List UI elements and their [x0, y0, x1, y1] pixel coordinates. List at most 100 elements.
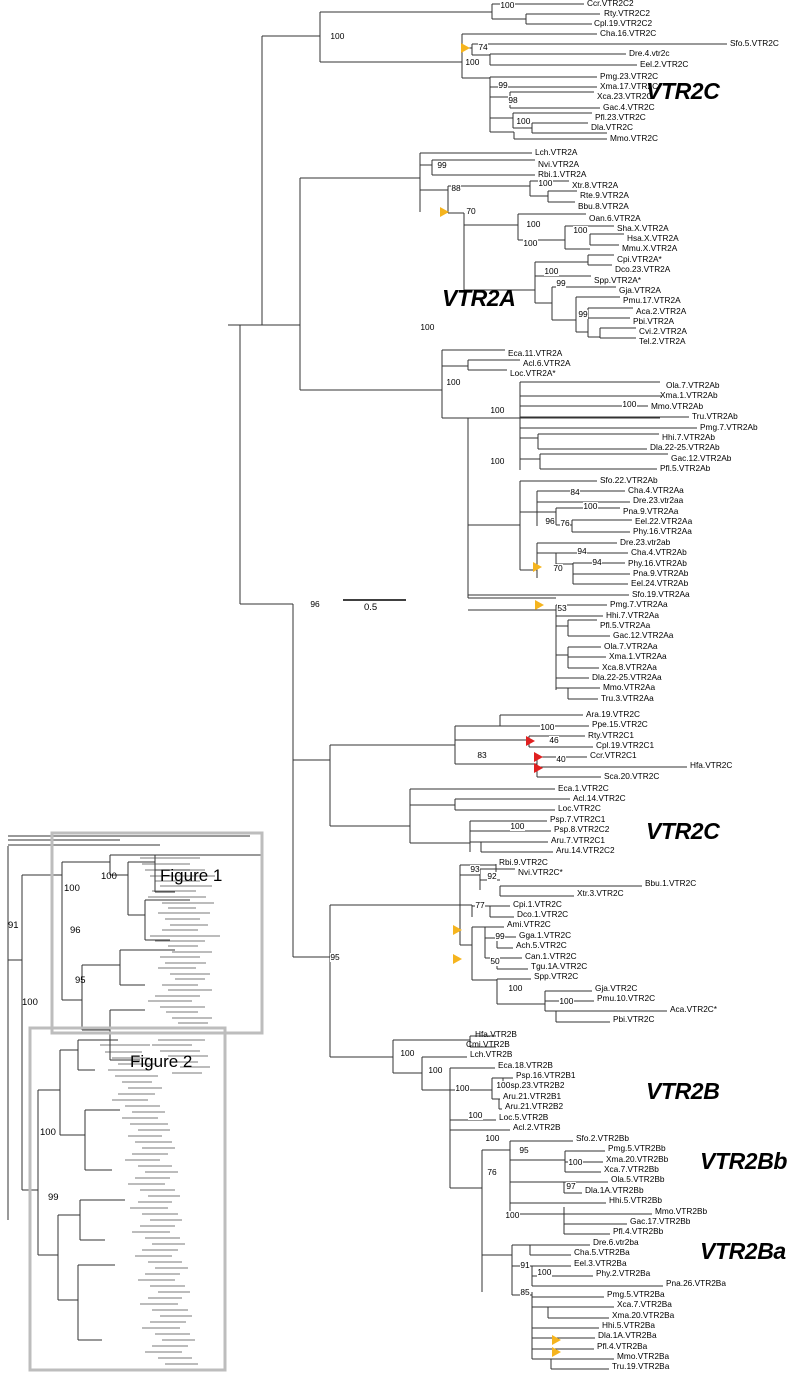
leaf-label: Acl.2.VTR2B: [513, 1122, 561, 1132]
inset-support-value: 99: [48, 1192, 59, 1203]
leaf-label: Dla.22-25.VTR2Aa: [592, 672, 662, 682]
clade-label: VTR2Ba: [700, 1238, 786, 1264]
leaf-label: Phy.2.VTR2Ba: [596, 1268, 651, 1278]
leaf-label: Cha.5.VTR2Ba: [574, 1247, 630, 1257]
leaf-label: Sfo.19.VTR2Aa: [632, 589, 690, 599]
leaf-label: Acl.14.VTR2C: [573, 793, 626, 803]
leaf-label: Hfa.VTR2B: [475, 1029, 517, 1039]
leaf-label: Eel.24.VTR2Ab: [631, 578, 689, 588]
bootstrap-support-value: 94: [577, 546, 588, 556]
bootstrap-support-value: 74: [478, 42, 489, 52]
leaf-label: Ccr.VTR2C2: [587, 0, 634, 8]
leaf-label: Phy.16.VTR2Aa: [633, 526, 692, 536]
leaf-label: Cvi.2.VTR2A: [639, 326, 687, 336]
bootstrap-support-value: 100: [573, 225, 588, 235]
leaf-label: Gac.12.VTR2Ab: [671, 453, 732, 463]
bootstrap-support-value: 100: [485, 1133, 500, 1143]
orange-triangle-marker-icon: [552, 1347, 561, 1357]
bootstrap-support-value: 99: [495, 931, 506, 941]
bootstrap-support-value: 100: [544, 266, 559, 276]
leaf-label: Gac.17.VTR2Bb: [630, 1216, 691, 1226]
bootstrap-support-value: 77: [475, 900, 486, 910]
orange-triangle-marker-icon: [535, 600, 544, 610]
leaf-label: Mmo.VTR2Aa: [603, 682, 656, 692]
leaf-label: Pmu.17.VTR2A: [623, 295, 681, 305]
bootstrap-support-value: 100: [537, 1267, 552, 1277]
leaf-label: Pna.26.VTR2Ba: [666, 1278, 726, 1288]
leaf-label: Sfo.5.VTR2C: [730, 38, 779, 48]
leaf-label: Spp.VTR2C: [534, 971, 579, 981]
leaf-label: Loc.VTR2A*: [510, 368, 556, 378]
bootstrap-support-value: 100: [400, 1048, 415, 1058]
bootstrap-support-value: 100: [538, 178, 553, 188]
leaf-label: Loc.5.VTR2B: [499, 1112, 549, 1122]
bootstrap-support-value: 95: [519, 1145, 530, 1155]
bootstrap-support-value: 100: [540, 722, 555, 732]
leaf-label: Gja.VTR2C: [595, 983, 638, 993]
bootstrap-support-value: 100: [510, 821, 525, 831]
leaf-label: Ola.5.VTR2Bb: [611, 1174, 665, 1184]
bootstrap-support-value: 83: [477, 750, 488, 760]
leaf-label: Hsa.X.VTR2A: [627, 233, 679, 243]
bootstrap-support-value: 100: [496, 1080, 511, 1090]
bootstrap-support-value: 98: [508, 95, 519, 105]
leaf-label: Gac.4.VTR2C: [603, 102, 655, 112]
leaf-label: Psp.8.VTR2C2: [554, 824, 610, 834]
leaf-label: Ppe.15.VTR2C: [592, 719, 648, 729]
leaf-label: Sfo.2.VTR2Bb: [576, 1133, 630, 1143]
red-triangle-marker-icon: [526, 736, 535, 746]
bootstrap-support-value: 100: [446, 377, 461, 387]
leaf-label: Mmo.VTR2C: [610, 133, 658, 143]
bootstrap-support-value: 100: [622, 399, 637, 409]
bootstrap-support-value: 100: [508, 983, 523, 993]
leaf-label: Hhi.7.VTR2Ab: [662, 432, 716, 442]
leaf-label: Oan.6.VTR2A: [589, 213, 641, 223]
leaf-label: Rte.9.VTR2A: [580, 190, 629, 200]
clade-label: VTR2C: [646, 818, 720, 844]
bootstrap-support-value: 100: [505, 1210, 520, 1220]
inset-support-value: 91: [8, 920, 19, 931]
bootstrap-support-value: 40: [556, 754, 567, 764]
bootstrap-support-value: 70: [553, 563, 564, 573]
leaf-label: Tru.19.VTR2Ba: [612, 1361, 670, 1371]
red-triangle-marker-icon: [534, 752, 543, 762]
inset-support-value: 100: [22, 997, 38, 1008]
leaf-label: Hhi.5.VTR2Ba: [602, 1320, 656, 1330]
leaf-label: Sha.X.VTR2A: [617, 223, 669, 233]
bootstrap-support-value: 84: [570, 487, 581, 497]
leaf-label: Ami.VTR2C: [507, 919, 551, 929]
bootstrap-support-value: 100: [568, 1157, 583, 1167]
leaf-label: Cpi.1.VTR2C: [513, 899, 562, 909]
bootstrap-support-value: 97: [566, 1181, 577, 1191]
bootstrap-support-value: 100: [490, 456, 505, 466]
leaf-label: Nvi.VTR2A: [538, 159, 580, 169]
leaf-label: Gja.VTR2A: [619, 285, 661, 295]
bootstrap-support-value: 76: [560, 518, 571, 528]
leaf-label: Hfa.VTR2C: [690, 760, 733, 770]
leaf-label: Gac.12.VTR2Aa: [613, 630, 674, 640]
leaf-label: Dco.1.VTR2C: [517, 909, 569, 919]
leaf-label: Dre.6.vtr2ba: [593, 1237, 639, 1247]
leaf-label: Aca.2.VTR2A: [636, 306, 687, 316]
bootstrap-support-value: 46: [549, 735, 560, 745]
leaf-label: Psp.23.VTR2B2: [505, 1080, 565, 1090]
clade-label: VTR2C: [646, 78, 720, 104]
leaf-label: Acl.6.VTR2A: [523, 358, 571, 368]
figure1-box: [50, 831, 264, 1035]
leaf-label: Hhi.5.VTR2Bb: [609, 1195, 663, 1205]
leaf-label: Rbi.9.VTR2C: [499, 857, 548, 867]
leaf-label: Ach.5.VTR2C: [516, 940, 567, 950]
leaf-label: Pmg.7.VTR2Ab: [700, 422, 758, 432]
leaf-label: Pfl.4.VTR2Bb: [613, 1226, 664, 1236]
leaf-label: Pbi.VTR2A: [633, 316, 675, 326]
leaf-label: Pmg.23.VTR2C: [600, 71, 659, 81]
leaf-label: Pmg.7.VTR2Aa: [610, 599, 668, 609]
bootstrap-support-value: 92: [487, 871, 498, 881]
leaf-label: Loc.VTR2C: [558, 803, 601, 813]
leaf-label: Aru.7.VTR2C1: [551, 835, 605, 845]
clade-label: VTR2B: [646, 1078, 720, 1104]
clade-label: VTR2Bb: [700, 1148, 788, 1174]
leaf-label: Dla.VTR2C: [591, 122, 633, 132]
leaf-label: Rty.VTR2C2: [604, 8, 650, 18]
leaf-label: Bbu.8.VTR2A: [578, 201, 629, 211]
